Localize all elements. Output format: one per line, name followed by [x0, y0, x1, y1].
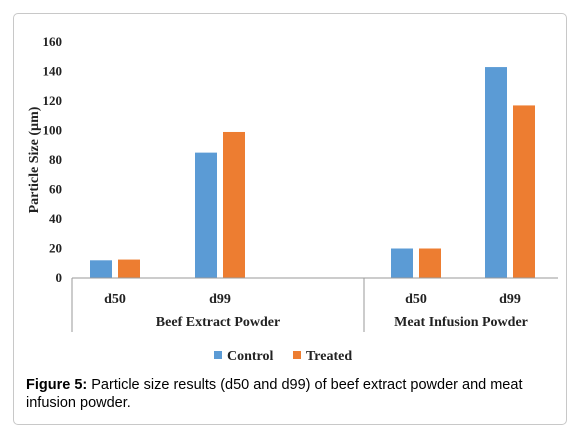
y-tick-label: 160	[43, 34, 63, 49]
y-tick-label: 120	[43, 93, 63, 108]
legend-swatch	[214, 351, 222, 359]
figure-caption: Figure 5: Particle size results (d50 and…	[26, 376, 561, 412]
caption-text: Particle size results (d50 and d99) of b…	[26, 377, 523, 411]
y-tick-label: 40	[49, 211, 62, 226]
y-tick-label: 60	[49, 182, 62, 197]
legend-entry: Treated	[306, 349, 352, 364]
y-tick-label: 0	[56, 270, 63, 285]
y-tick-label: 20	[49, 241, 62, 256]
legend-swatch	[293, 351, 301, 359]
group-label: Beef Extract Powder	[156, 315, 280, 330]
category-label: d99	[209, 292, 231, 307]
y-tick-label: 140	[43, 64, 63, 79]
caption-label: Figure 5:	[26, 377, 88, 393]
legend-entry: Control	[227, 349, 274, 364]
category-label: d50	[405, 292, 427, 307]
y-axis-label: Particle Size (µm)	[27, 106, 42, 213]
bar-treated	[419, 248, 441, 278]
category-label: d50	[104, 292, 126, 307]
figure-frame	[13, 13, 567, 425]
bar-treated	[118, 259, 140, 278]
category-label: d99	[499, 292, 521, 307]
bar-treated	[223, 131, 245, 278]
group-label: Meat Infusion Powder	[394, 315, 528, 330]
bar-control	[195, 152, 217, 278]
y-tick-label: 100	[43, 123, 63, 138]
bar-control	[391, 248, 413, 278]
y-tick-label: 80	[49, 152, 62, 167]
bar-treated	[513, 105, 535, 278]
bar-control	[485, 67, 507, 278]
bar-control	[90, 260, 112, 278]
